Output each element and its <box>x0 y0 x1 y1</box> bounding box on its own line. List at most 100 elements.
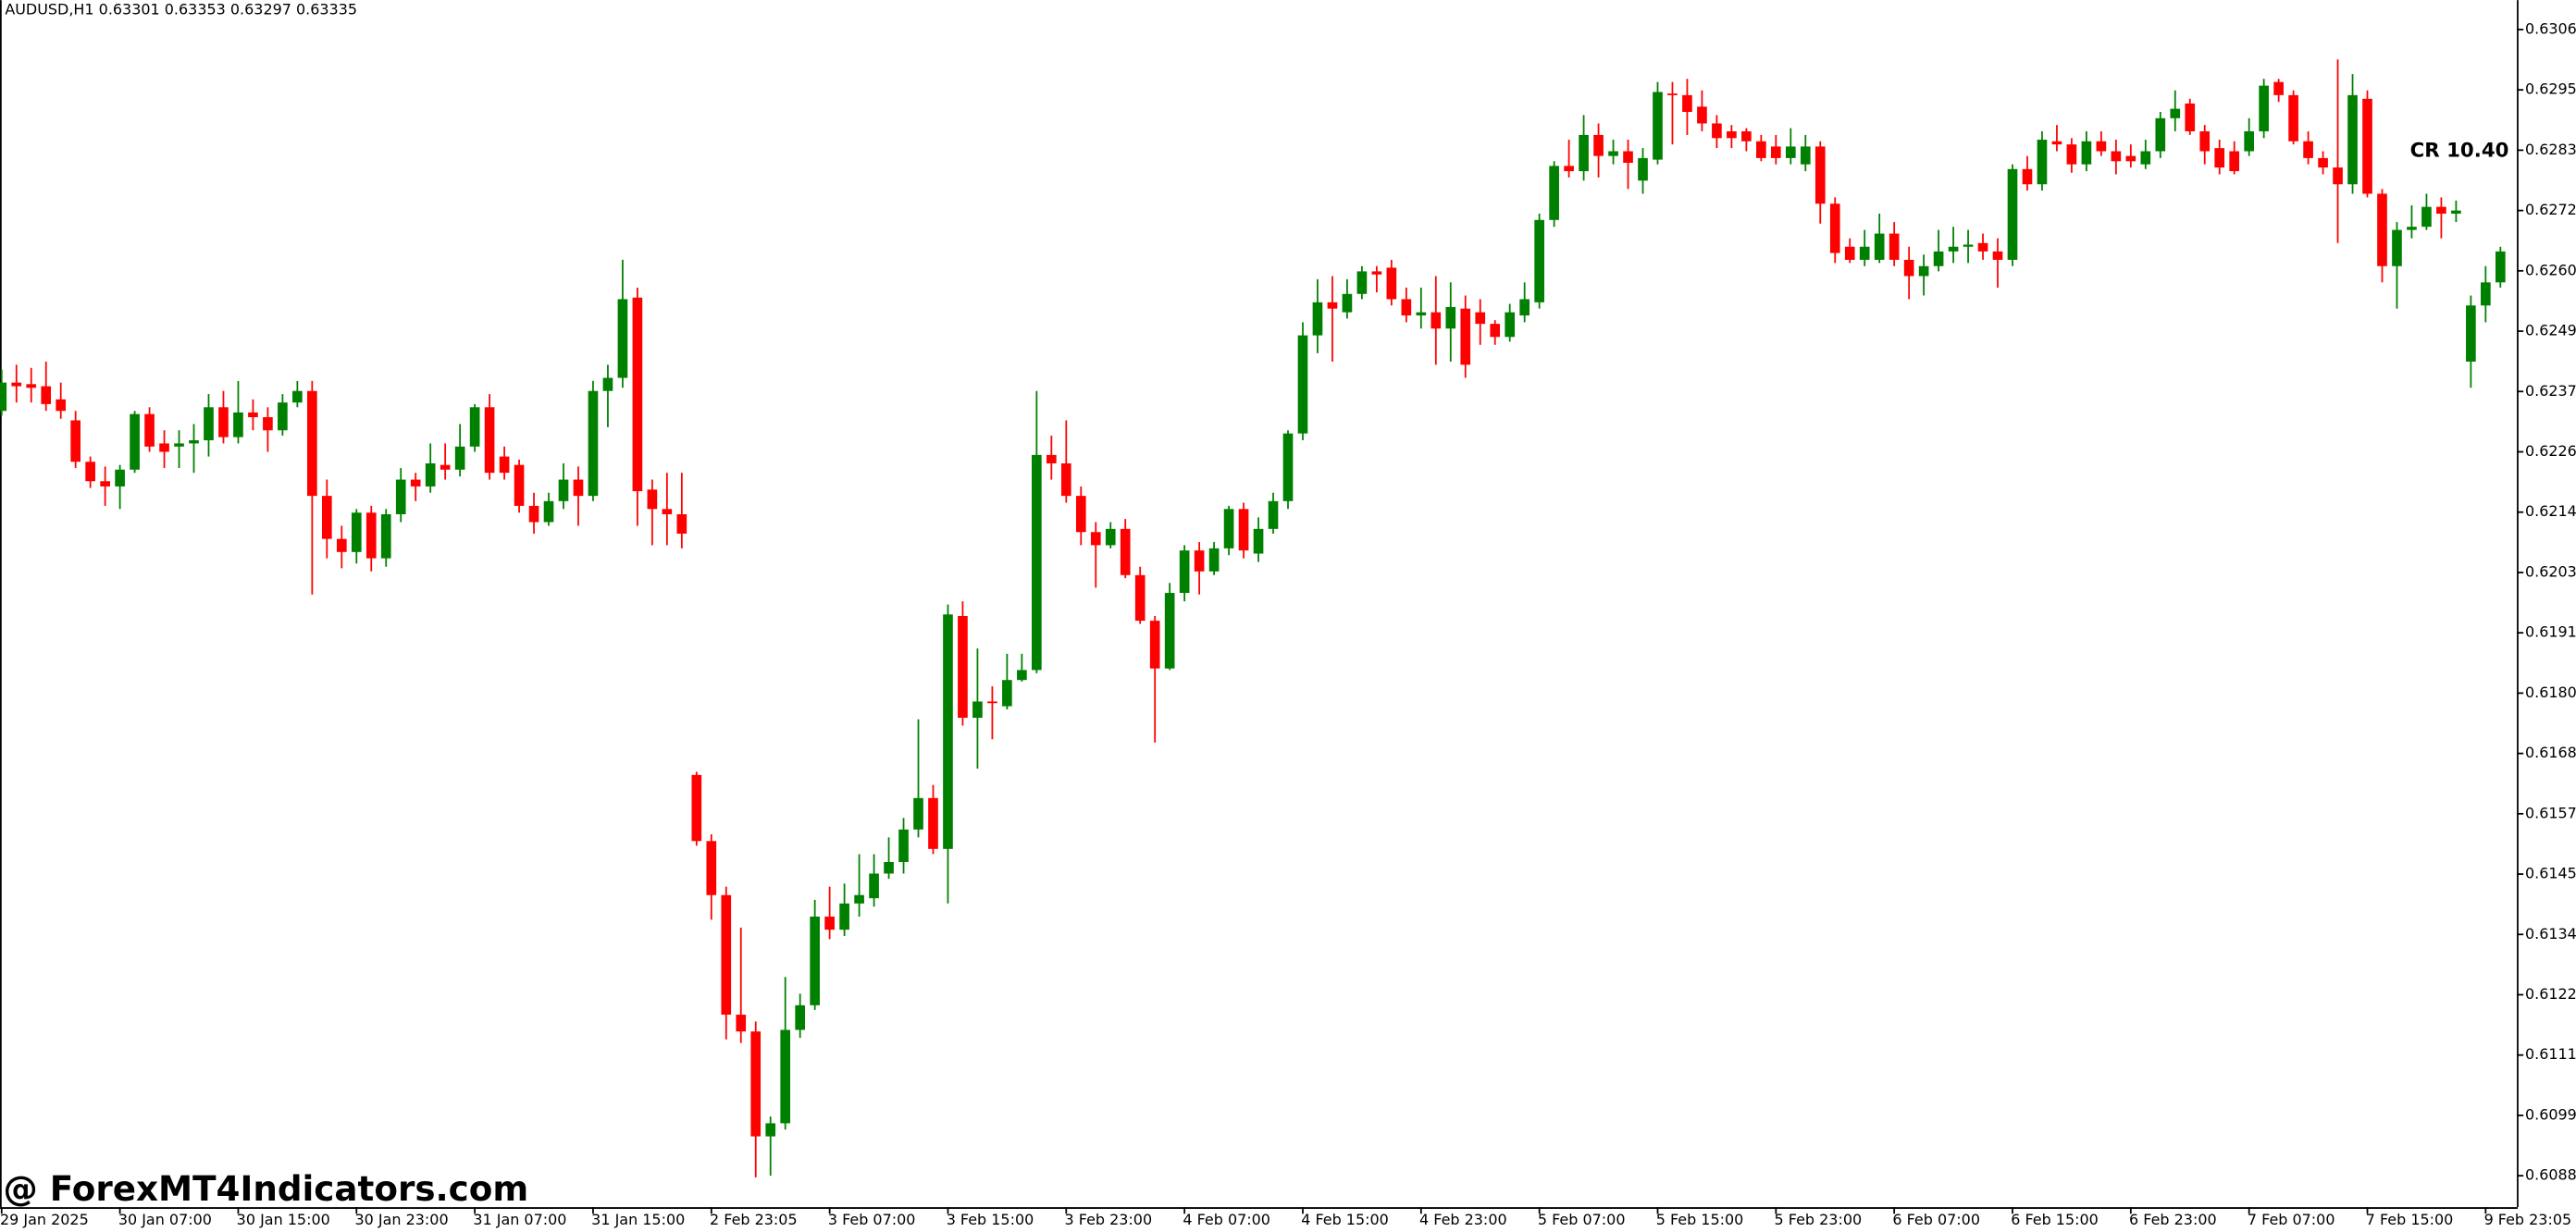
x-tick-label: 5 Feb 07:00 <box>1538 1211 1626 1228</box>
candle-body <box>2007 168 2018 260</box>
candle-body <box>351 512 362 552</box>
candle-body <box>2111 151 2122 162</box>
x-tick-label: 4 Feb 07:00 <box>1183 1211 1270 1228</box>
candle-body <box>1653 92 1663 160</box>
candle-body <box>1164 593 1175 669</box>
candle-body <box>1120 528 1131 575</box>
candle-body <box>1933 251 1944 266</box>
candle-body <box>1992 251 2003 260</box>
x-tick-label: 29 Jan 2025 <box>0 1211 89 1228</box>
x-tick-label: 4 Feb 15:00 <box>1301 1211 1389 1228</box>
candle-body <box>1534 219 1544 302</box>
candle-body <box>1874 233 1885 260</box>
candle-body <box>1253 528 1264 554</box>
candle-body <box>706 841 717 895</box>
candle-body <box>750 1031 762 1137</box>
candle-body <box>1741 130 1752 142</box>
candle-body <box>1593 134 1604 156</box>
y-tick-label: 0.62375 <box>2525 382 2576 400</box>
candle-body <box>839 903 849 930</box>
x-tick-label: 30 Jan 07:00 <box>118 1211 212 1228</box>
candle-body <box>189 440 199 444</box>
candle-body <box>1371 271 1382 275</box>
candle-body <box>854 894 864 904</box>
candle-body <box>558 479 569 501</box>
candle-body <box>2185 103 2196 131</box>
candle-body <box>115 469 125 487</box>
candle-body <box>1963 244 1974 247</box>
candle-body <box>1712 123 1722 139</box>
x-tick-label: 4 Feb 23:00 <box>1419 1211 1507 1228</box>
candle-body <box>2244 130 2254 152</box>
candle-body <box>2066 144 2077 165</box>
candle-body <box>41 386 52 404</box>
candle-body <box>365 512 377 559</box>
candle-body <box>1386 267 1397 300</box>
candle-body <box>1179 550 1190 594</box>
candle-body <box>1416 312 1427 316</box>
candle-body <box>528 505 539 523</box>
candle-body <box>2214 148 2225 168</box>
candle-body <box>307 390 317 497</box>
candle-body <box>2155 117 2166 152</box>
chart-title: AUDUSD,H1 0.63301 0.63353 0.63297 0.6333… <box>5 0 357 18</box>
candle-body <box>2347 94 2358 185</box>
candle-body <box>469 407 480 447</box>
candle-body <box>972 701 983 719</box>
candle-body <box>2333 167 2343 185</box>
candle-body <box>159 443 169 452</box>
candle-body <box>2451 210 2461 215</box>
y-tick-label: 0.61225 <box>2525 985 2576 1003</box>
candle-body <box>1977 242 1988 252</box>
candle-body <box>2022 168 2033 185</box>
candle-body <box>263 417 273 431</box>
candle-body <box>0 382 7 412</box>
candle-body <box>100 481 110 487</box>
candle-body <box>1829 203 1840 253</box>
candle-body <box>1697 106 1707 124</box>
y-tick-label: 0.63065 <box>2525 19 2576 37</box>
candle-body <box>1268 500 1279 529</box>
candle-body <box>1075 496 1086 533</box>
candle-body <box>1032 454 1042 671</box>
candle-body <box>1312 302 1323 336</box>
x-tick-label: 7 Feb 07:00 <box>2248 1211 2335 1228</box>
candle-body <box>1017 670 1027 681</box>
candle-body <box>2466 305 2476 362</box>
candle-body <box>1490 324 1501 338</box>
candle-body <box>632 297 643 492</box>
candle-body <box>484 407 495 474</box>
candle-body <box>1889 233 1900 260</box>
candle-body <box>795 1004 805 1030</box>
candle-body <box>1445 306 1456 329</box>
candle-body <box>1918 265 1929 277</box>
candle-body <box>2081 141 2092 165</box>
candle-body <box>248 412 258 418</box>
y-tick-label: 0.60880 <box>2525 1166 2576 1184</box>
candle-body <box>1401 299 1412 316</box>
candle-body <box>824 916 835 930</box>
candle-body <box>1223 509 1234 548</box>
candle-body <box>1903 259 1914 277</box>
candle-body <box>425 462 436 487</box>
y-tick-label: 0.60995 <box>2525 1105 2576 1123</box>
candle-body <box>514 464 525 506</box>
candle-body <box>1238 509 1249 551</box>
candle-body <box>2259 85 2269 131</box>
candle-body <box>1756 141 1766 158</box>
x-tick-label: 31 Jan 07:00 <box>473 1211 566 1228</box>
candle-body <box>2140 151 2151 165</box>
candle-body <box>780 1029 791 1124</box>
y-tick-label: 0.61455 <box>2525 865 2576 882</box>
candle-body <box>2496 251 2506 283</box>
candle-body <box>647 489 658 510</box>
candle-body <box>676 513 687 534</box>
